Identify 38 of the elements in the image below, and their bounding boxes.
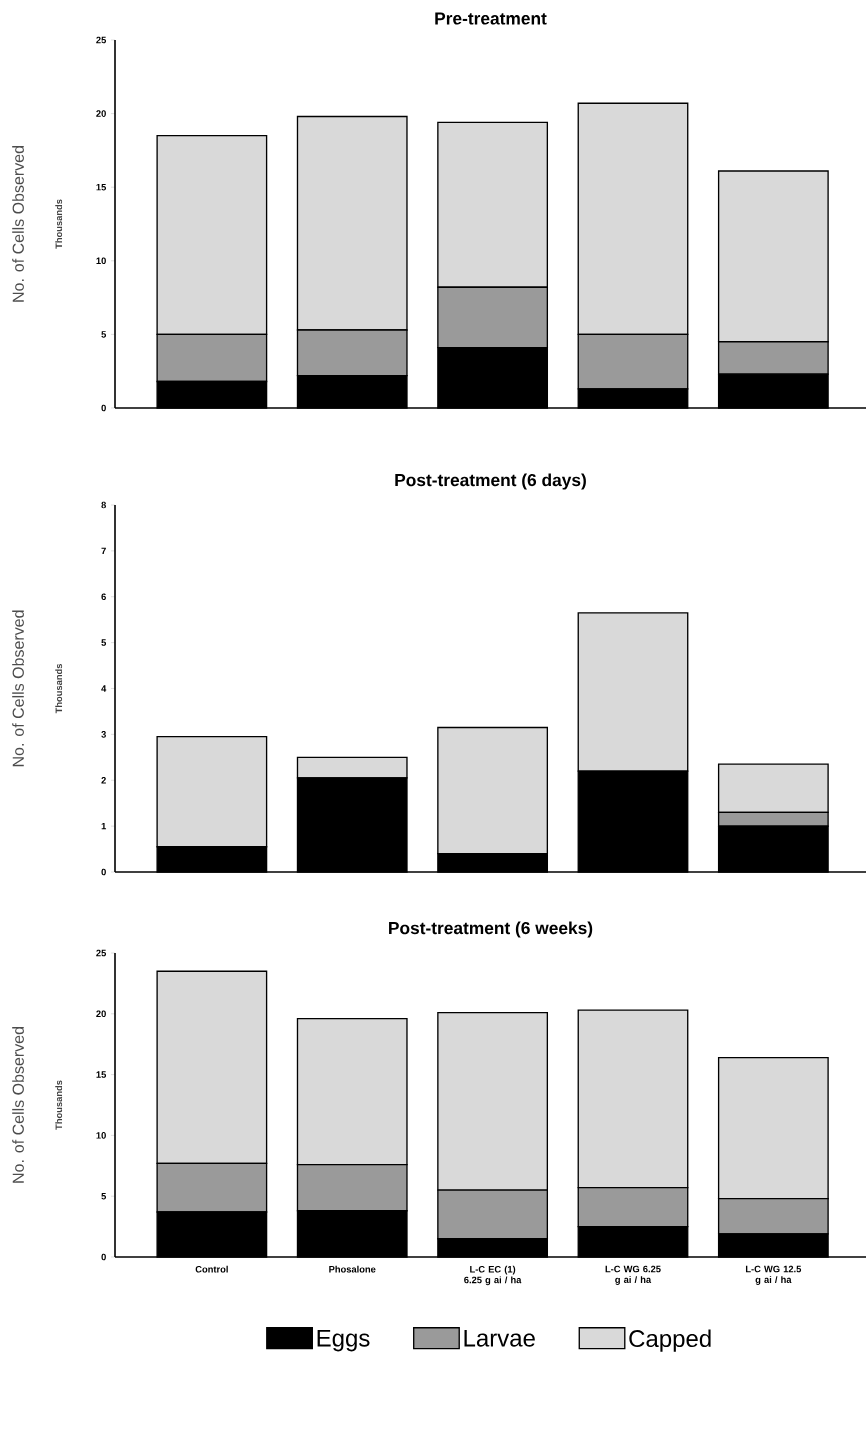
y-tick-label: 15 [96, 1071, 107, 1078]
x-tick-label: Control [195, 1265, 228, 1273]
x-tick-label: L-C WG 6.25 g ai / ha [605, 1265, 661, 1285]
y-tick-label: 1 [101, 822, 107, 830]
y-tick-label: 20 [96, 1010, 106, 1018]
text: Thousands [55, 663, 63, 714]
x-tick-label: Phosalone [329, 1265, 376, 1273]
chart-title: Post-treatment (6 days) [395, 473, 586, 490]
y-tick-label: 25 [96, 36, 107, 44]
y-tick-label: 4 [101, 685, 107, 692]
y-axis-title: No. of Cells Observed [12, 146, 24, 302]
y-tick-label: 20 [96, 110, 106, 117]
y-tick-label: 0 [101, 404, 106, 412]
y-axis-title: No. of Cells Observed [12, 1027, 24, 1183]
chart-title: Pre-treatment [435, 12, 547, 25]
y-tick-label: 0 [101, 1253, 106, 1261]
text: Thousands [55, 199, 63, 249]
legend-label: Eggs [317, 1329, 370, 1352]
y-axis-title: No. of Cells Observed [12, 610, 24, 767]
y-tick-label: 2 [101, 777, 106, 784]
y-tick-label: 5 [101, 331, 107, 338]
y-tick-label: 0 [101, 868, 106, 876]
chart-title: Post-treatment (6 weeks) [389, 921, 593, 938]
y-tick-label: 5 [101, 639, 107, 646]
y-tick-label: 25 [96, 949, 107, 957]
y-tick-label: 10 [96, 1132, 106, 1139]
y-tick-label: 10 [96, 257, 106, 265]
x-tick-label: L-C WG 12.5 g ai / ha [745, 1265, 802, 1285]
y-tick-label: 6 [101, 593, 106, 601]
legend-label: Capped [629, 1329, 711, 1352]
y-tick-label: 15 [96, 183, 107, 191]
y-tick-label: 7 [101, 547, 106, 555]
x-tick-label: L-C EC (1) 6.25 g ai / ha [464, 1265, 522, 1286]
text: Thousands [55, 1080, 63, 1130]
y-tick-label: 3 [101, 731, 106, 738]
y-tick-label: 5 [101, 1192, 107, 1200]
y-tick-label: 8 [101, 501, 106, 509]
legend-label: Larvae [464, 1329, 535, 1347]
